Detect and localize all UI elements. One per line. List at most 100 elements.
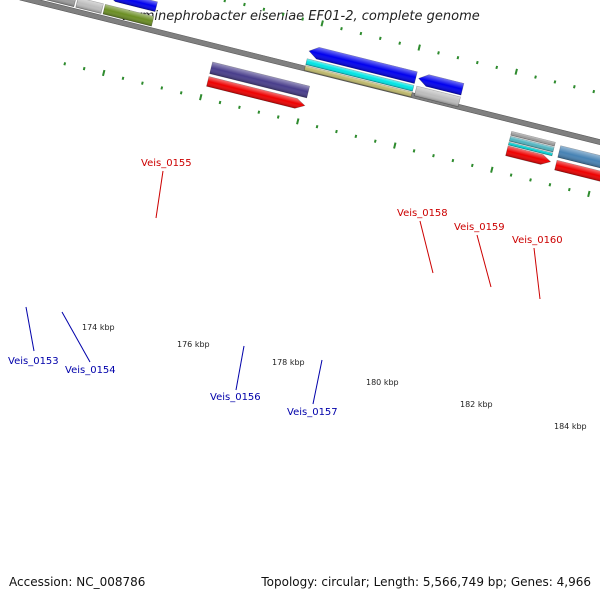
tick-mark-upper xyxy=(378,36,382,41)
tick-mark-lower xyxy=(335,129,338,134)
tick-mark-upper xyxy=(553,80,557,84)
tick-mark-upper xyxy=(475,60,479,65)
feature-gloss xyxy=(557,145,600,183)
tick-mark-upper xyxy=(417,44,421,51)
tick-mark-lower xyxy=(121,76,125,80)
tick-mark-lower xyxy=(257,110,261,114)
tick-mark-lower xyxy=(490,166,494,173)
gene-feature-veis_0156[interactable] xyxy=(303,45,418,98)
tick-mark-lower xyxy=(470,163,474,168)
tick-mark-lower xyxy=(432,154,435,158)
tick-mark-lower xyxy=(373,139,377,143)
feature-gloss xyxy=(510,131,556,147)
tick-mark-upper xyxy=(495,65,499,70)
scale-label: 184 kbp xyxy=(554,422,587,431)
tick-mark-upper xyxy=(243,2,246,7)
gene-leader-line xyxy=(476,234,492,288)
gene-feature-veis_0153[interactable] xyxy=(30,0,80,8)
tick-mark-lower xyxy=(451,158,455,163)
feature-gloss xyxy=(414,86,461,107)
feature-gloss xyxy=(505,145,551,165)
gene-label-veis_0154[interactable]: Veis_0154 xyxy=(65,365,116,376)
tick-mark-lower xyxy=(296,118,300,125)
tick-mark-lower xyxy=(160,86,164,90)
tick-mark-lower xyxy=(82,66,86,71)
tick-mark-upper xyxy=(262,7,266,12)
feature-gloss xyxy=(305,58,414,92)
scale-label: 182 kbp xyxy=(460,400,493,409)
gene-label-veis_0153[interactable]: Veis_0153 xyxy=(8,356,59,367)
tick-mark-lower xyxy=(548,183,552,187)
tick-scale xyxy=(19,0,600,198)
tick-mark-upper xyxy=(534,75,537,79)
tick-mark-upper xyxy=(301,17,304,21)
gene-leader-line xyxy=(155,170,164,219)
gene-feature-veis_0155[interactable] xyxy=(206,61,310,110)
tick-mark-lower xyxy=(587,190,591,198)
tick-mark-lower xyxy=(179,91,183,95)
genome-title: Verminephrobacter eiseniae EF01-2, compl… xyxy=(120,9,480,24)
tick-mark-lower xyxy=(315,124,319,129)
tick-mark-lower xyxy=(102,69,106,77)
feature-gloss xyxy=(31,0,77,7)
tick-mark-upper xyxy=(340,26,343,31)
feature-gloss xyxy=(209,61,310,98)
tick-mark-lower xyxy=(354,134,358,139)
gene-leader-line xyxy=(533,247,541,300)
tick-mark-upper xyxy=(398,41,402,45)
gene-leader-line xyxy=(25,306,35,352)
gene-leader-line xyxy=(61,311,91,363)
gene-leader-line xyxy=(312,359,323,405)
tick-mark-upper xyxy=(223,0,227,3)
tick-mark-lower xyxy=(218,100,222,105)
feature-gloss xyxy=(304,65,413,98)
tick-mark-lower xyxy=(393,142,397,149)
scale-label: 176 kbp xyxy=(177,340,210,349)
gene-label-veis_0156[interactable]: Veis_0156 xyxy=(210,392,261,403)
tick-mark-upper xyxy=(281,12,285,16)
scale-label: 180 kbp xyxy=(366,378,399,387)
tick-mark-lower xyxy=(529,178,532,182)
tick-mark-lower xyxy=(567,187,571,192)
scale-label: 174 kbp xyxy=(82,323,115,332)
feature-gloss xyxy=(508,142,553,156)
tick-mark-lower xyxy=(276,115,280,119)
gene-feature-veis_0158[interactable] xyxy=(505,131,556,166)
gene-feature-veis_0159[interactable] xyxy=(554,145,600,196)
tick-mark-lower xyxy=(509,173,513,177)
tick-mark-upper xyxy=(437,51,440,55)
tick-mark-upper xyxy=(573,85,576,89)
tick-mark-upper xyxy=(359,31,363,36)
gene-leader-line xyxy=(235,345,245,391)
tick-mark-lower xyxy=(238,105,241,110)
gene-feature-layer xyxy=(30,0,600,196)
gene-label-veis_0158[interactable]: Veis_0158 xyxy=(397,208,448,219)
genome-stats: Topology: circular; Length: 5,566,749 bp… xyxy=(261,575,591,589)
tick-mark-lower xyxy=(412,149,416,153)
gene-label-veis_0155[interactable]: Veis_0155 xyxy=(141,158,192,169)
gene-label-veis_0160[interactable]: Veis_0160 xyxy=(512,235,563,246)
gene-feature-veis_0157[interactable] xyxy=(414,73,465,108)
feature-gloss xyxy=(309,47,418,84)
tick-mark-upper xyxy=(456,56,460,60)
gene-feature-veis_0154[interactable] xyxy=(75,0,158,27)
gene-label-veis_0157[interactable]: Veis_0157 xyxy=(287,407,338,418)
feature-gloss xyxy=(418,74,464,96)
feature-gloss xyxy=(75,0,104,14)
tick-mark-lower xyxy=(199,94,203,101)
tick-mark-lower xyxy=(63,62,67,66)
feature-gloss xyxy=(107,0,158,12)
scale-label: 178 kbp xyxy=(272,358,305,367)
gene-leader-line xyxy=(419,220,434,274)
accession-label: Accession: NC_008786 xyxy=(9,575,146,589)
feature-gloss xyxy=(554,160,600,194)
feature-gloss xyxy=(509,136,555,153)
gene-label-veis_0159[interactable]: Veis_0159 xyxy=(454,222,505,233)
tick-mark-upper xyxy=(592,89,596,94)
feature-gloss xyxy=(102,4,154,27)
tick-mark-upper xyxy=(320,20,324,27)
tick-mark-upper xyxy=(514,68,518,75)
tick-mark-lower xyxy=(141,81,144,85)
feature-gloss xyxy=(206,76,305,109)
